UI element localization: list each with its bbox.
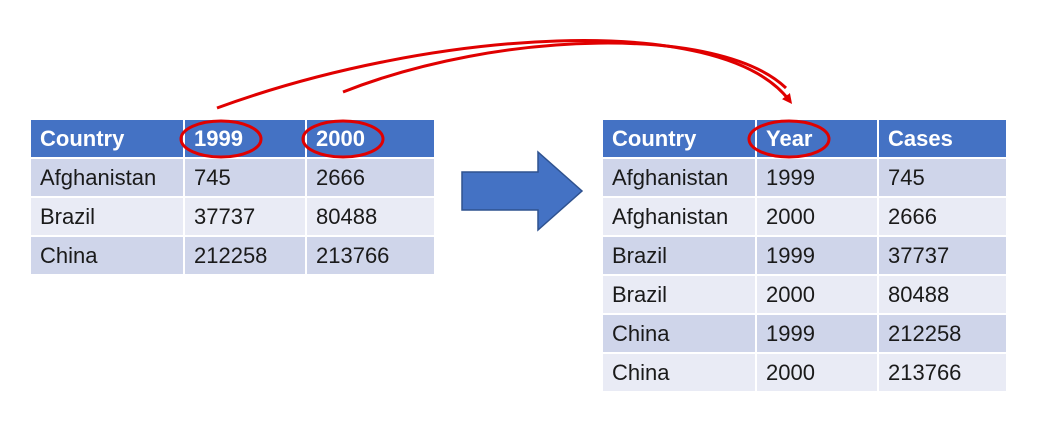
column-header-1999: 1999 — [185, 120, 305, 157]
table-cell: 80488 — [879, 276, 1006, 313]
table-row: China 2000 213766 — [603, 354, 1006, 391]
long-table: Country Year Cases Afghanistan 1999 745 … — [601, 118, 1008, 393]
table-cell: Afghanistan — [603, 159, 755, 196]
wide-table: Country 1999 2000 Afghanistan 745 2666 B… — [29, 118, 436, 276]
connector-arrow-1999 — [216, 39, 793, 110]
table-cell: China — [603, 315, 755, 352]
table-row: Afghanistan 745 2666 — [31, 159, 434, 196]
table-cell: Brazil — [603, 237, 755, 274]
table-cell: 2000 — [757, 354, 877, 391]
table-row: Brazil 2000 80488 — [603, 276, 1006, 313]
table-cell: Brazil — [31, 198, 183, 235]
table-cell: 213766 — [307, 237, 434, 274]
connector-arrow-2000 — [342, 41, 788, 94]
column-header-2000: 2000 — [307, 120, 434, 157]
column-header-cases: Cases — [879, 120, 1006, 157]
table-cell: Afghanistan — [31, 159, 183, 196]
table-cell: 2000 — [757, 198, 877, 235]
table-row: Afghanistan 2000 2666 — [603, 198, 1006, 235]
table-cell: 212258 — [879, 315, 1006, 352]
table-cell: China — [31, 237, 183, 274]
table-row: China 212258 213766 — [31, 237, 434, 274]
column-header-country: Country — [603, 120, 755, 157]
table-row: Afghanistan 1999 745 — [603, 159, 1006, 196]
table-cell: 212258 — [185, 237, 305, 274]
table-cell: 213766 — [879, 354, 1006, 391]
table-cell: 2666 — [307, 159, 434, 196]
table-cell: 80488 — [307, 198, 434, 235]
column-header-country: Country — [31, 120, 183, 157]
table-cell: 1999 — [757, 315, 877, 352]
column-header-year: Year — [757, 120, 877, 157]
header-row: Country Year Cases — [603, 120, 1006, 157]
table-cell: 37737 — [879, 237, 1006, 274]
table-cell: 2000 — [757, 276, 877, 313]
table-row: Brazil 1999 37737 — [603, 237, 1006, 274]
table-row: Brazil 37737 80488 — [31, 198, 434, 235]
transform-arrow-icon — [461, 150, 584, 232]
table-row: China 1999 212258 — [603, 315, 1006, 352]
table-cell: 1999 — [757, 237, 877, 274]
table-cell: China — [603, 354, 755, 391]
header-row: Country 1999 2000 — [31, 120, 434, 157]
table-cell: Afghanistan — [603, 198, 755, 235]
table-cell: 1999 — [757, 159, 877, 196]
table-cell: 37737 — [185, 198, 305, 235]
table-cell: 745 — [185, 159, 305, 196]
table-cell: 2666 — [879, 198, 1006, 235]
table-cell: Brazil — [603, 276, 755, 313]
table-cell: 745 — [879, 159, 1006, 196]
